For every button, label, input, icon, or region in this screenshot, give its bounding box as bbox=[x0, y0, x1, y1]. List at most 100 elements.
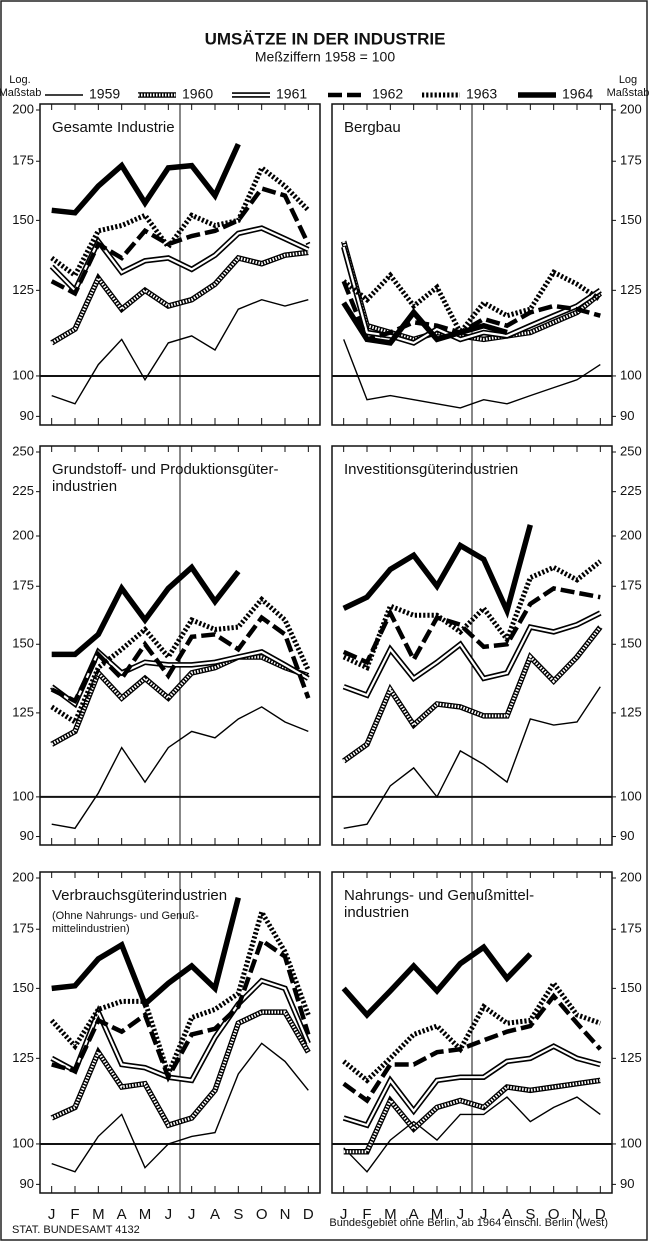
source: STAT. BUNDESAMT 4132 bbox=[12, 1224, 140, 1236]
y-tick-label: 150 bbox=[12, 636, 34, 651]
y-tick-label: 90 bbox=[620, 1176, 634, 1191]
x-tick-label: S bbox=[233, 1206, 243, 1223]
series-line bbox=[49, 905, 311, 1082]
x-tick-label: J bbox=[457, 1206, 465, 1223]
line-inner bbox=[343, 1078, 601, 1154]
y-tick-label: 100 bbox=[620, 1135, 642, 1150]
legend-label: 1962 bbox=[372, 86, 403, 102]
y-tick-label: 150 bbox=[12, 980, 34, 995]
x-tick-label: J bbox=[48, 1206, 56, 1223]
x-tick-label: J bbox=[188, 1206, 196, 1223]
x-tick-label: M bbox=[92, 1206, 105, 1223]
x-tick-label: A bbox=[117, 1206, 127, 1223]
line-inner bbox=[50, 226, 309, 293]
x-tick-label: M bbox=[431, 1206, 444, 1223]
series-line bbox=[343, 339, 601, 409]
line-inner bbox=[50, 250, 309, 345]
legend-label: 1964 bbox=[562, 86, 593, 102]
x-tick-label: O bbox=[256, 1206, 268, 1223]
y-tick-label: 100 bbox=[12, 367, 34, 382]
panel-note: (Ohne Nahrungs- und Genuß- bbox=[52, 910, 199, 922]
y-tick-label: 175 bbox=[620, 921, 642, 936]
series-line bbox=[51, 298, 309, 405]
line-inner bbox=[343, 612, 601, 697]
y-tick-label: 125 bbox=[620, 1050, 642, 1065]
y-tick-label: 175 bbox=[12, 153, 34, 168]
y-tick-label: 125 bbox=[12, 282, 34, 297]
line-inner bbox=[342, 626, 602, 763]
series-line bbox=[341, 280, 601, 343]
x-tick-label: J bbox=[340, 1206, 348, 1223]
y-tick-label: 200 bbox=[620, 869, 642, 884]
y-tick-label: 175 bbox=[12, 921, 34, 936]
y-tick-label: 125 bbox=[620, 282, 642, 297]
x-tick-label: A bbox=[409, 1206, 419, 1223]
series-line bbox=[343, 686, 601, 829]
y-tick-label: 225 bbox=[620, 483, 642, 498]
y-tick-label: 125 bbox=[12, 1050, 34, 1065]
chart-subtitle: Meßziffern 1958 = 100 bbox=[255, 49, 395, 65]
series-line bbox=[51, 142, 241, 216]
y-tick-label: 90 bbox=[20, 828, 34, 843]
y-tick-label: 100 bbox=[620, 788, 642, 803]
axis-label: Log. bbox=[9, 74, 30, 86]
axis-label: Log bbox=[619, 74, 637, 86]
y-tick-label: 150 bbox=[620, 980, 642, 995]
y-tick-label: 125 bbox=[620, 704, 642, 719]
y-tick-label: 90 bbox=[620, 408, 634, 423]
series-line bbox=[50, 185, 311, 297]
x-tick-label: M bbox=[139, 1206, 152, 1223]
series-line bbox=[341, 301, 508, 346]
y-tick-label: 90 bbox=[20, 1176, 34, 1191]
series-line bbox=[50, 614, 311, 705]
series-line bbox=[342, 559, 602, 671]
series-line bbox=[51, 1042, 309, 1173]
y-tick-label: 225 bbox=[12, 483, 34, 498]
y-tick-label: 250 bbox=[620, 443, 642, 458]
y-tick-label: 200 bbox=[12, 101, 34, 116]
line-inner bbox=[343, 1044, 601, 1127]
y-tick-label: 200 bbox=[12, 527, 34, 542]
panel-title: Bergbau bbox=[344, 119, 401, 136]
series-line bbox=[342, 978, 602, 1084]
x-tick-label: M bbox=[384, 1206, 397, 1223]
x-tick-label: F bbox=[362, 1206, 371, 1223]
line-inner bbox=[51, 1010, 310, 1127]
series-line bbox=[342, 992, 602, 1104]
series-line bbox=[51, 706, 309, 830]
series-line bbox=[51, 897, 241, 1009]
x-tick-label: D bbox=[595, 1206, 606, 1223]
x-tick-label: A bbox=[210, 1206, 220, 1223]
x-tick-label: A bbox=[502, 1206, 512, 1223]
y-tick-label: 125 bbox=[12, 704, 34, 719]
y-tick-label: 100 bbox=[620, 367, 642, 382]
y-tick-label: 175 bbox=[620, 578, 642, 593]
series-line bbox=[343, 1096, 601, 1173]
panel-note: mittelindustrien) bbox=[52, 923, 130, 935]
y-tick-label: 150 bbox=[12, 212, 34, 227]
y-tick-label: 150 bbox=[620, 636, 642, 651]
y-tick-label: 175 bbox=[620, 153, 642, 168]
y-tick-label: 200 bbox=[620, 101, 642, 116]
y-tick-label: 200 bbox=[620, 527, 642, 542]
axis-label: Maßstab bbox=[0, 87, 41, 99]
panel-title: Grundstoff- und Produktionsgüter- bbox=[52, 461, 279, 478]
legend-label: 1961 bbox=[276, 86, 307, 102]
series-line bbox=[342, 524, 533, 619]
chart-title: UMSÄTZE IN DER INDUSTRIE bbox=[205, 29, 446, 48]
series-line bbox=[341, 943, 533, 1019]
x-tick-label: J bbox=[480, 1206, 488, 1223]
series-line bbox=[51, 936, 311, 1083]
line-inner bbox=[51, 979, 310, 1082]
x-tick-label: D bbox=[303, 1206, 314, 1223]
legend-label: 1960 bbox=[182, 86, 213, 102]
series-line bbox=[50, 595, 311, 726]
axis-label: Maßstab bbox=[607, 87, 649, 99]
panel-title: Nahrungs- und Genußmittel- bbox=[344, 887, 534, 904]
x-tick-label: N bbox=[572, 1206, 583, 1223]
y-tick-label: 200 bbox=[12, 869, 34, 884]
y-tick-label: 90 bbox=[20, 408, 34, 423]
panel-title: Investitionsgüterindustrien bbox=[344, 461, 518, 478]
legend-label: 1959 bbox=[89, 86, 120, 102]
